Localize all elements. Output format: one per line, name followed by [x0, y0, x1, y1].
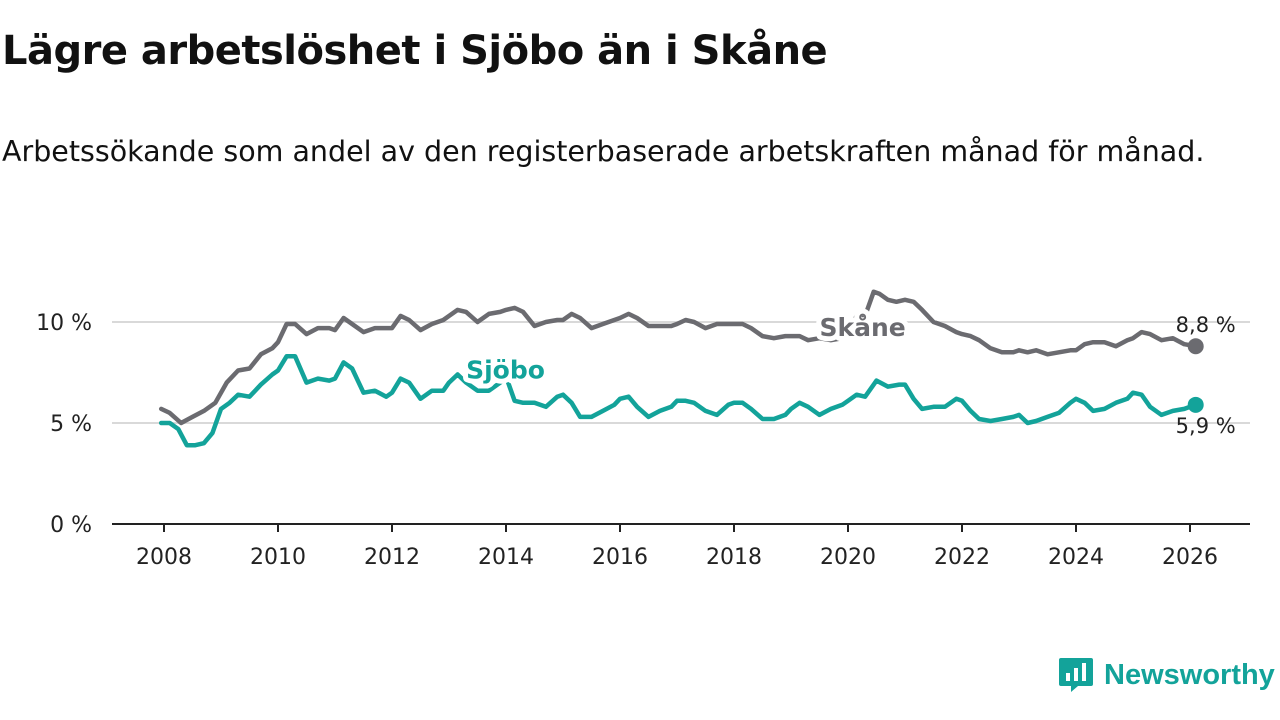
series-label-sjobo: Sjöbo	[466, 356, 545, 385]
x-tick-label: 2026	[1162, 545, 1218, 570]
x-tick-label: 2020	[820, 545, 876, 570]
x-tick-label: 2018	[706, 545, 762, 570]
chart-title: Lägre arbetslöshet i Sjöbo än i Skåne	[2, 28, 828, 74]
x-tick-label: 2008	[136, 545, 192, 570]
series-label-skane: Skåne	[820, 313, 906, 342]
series-lines	[158, 289, 1204, 448]
newsworthy-logo-icon	[1059, 658, 1093, 692]
x-tick-label: 2014	[478, 545, 534, 570]
end-value-label: 8,8 %	[1176, 313, 1236, 337]
series-line-skane	[158, 289, 1198, 426]
series-label-halo: Sjöbo	[466, 356, 545, 385]
y-tick-label: 0 %	[50, 513, 92, 538]
end-point-skane	[1187, 338, 1204, 355]
y-tick-label: 5 %	[50, 412, 92, 437]
end-value-label: 5,9 %	[1176, 414, 1236, 438]
end-point-sjobo	[1187, 396, 1204, 413]
x-tick-label: 2012	[364, 545, 420, 570]
brand-name: Newsworthy	[1104, 658, 1275, 691]
series-line-sjobo	[158, 354, 1198, 448]
series-label-halo: Skåne	[820, 313, 906, 342]
x-tick-label: 2024	[1048, 545, 1104, 570]
x-tick-label: 2010	[250, 545, 306, 570]
x-axis: 0 % 5 % 10 % 2008 2010 2012 2014 2016 2018 2020 20…	[36, 311, 1250, 570]
x-tick-label: 2022	[934, 545, 990, 570]
brand-logo[interactable]: Newsworthy	[1058, 654, 1275, 696]
chart-subtitle: Arbetssökande som andel av den registerb…	[2, 135, 1205, 168]
y-tick-label: 10 %	[36, 311, 92, 336]
x-tick-label: 2016	[592, 545, 648, 570]
